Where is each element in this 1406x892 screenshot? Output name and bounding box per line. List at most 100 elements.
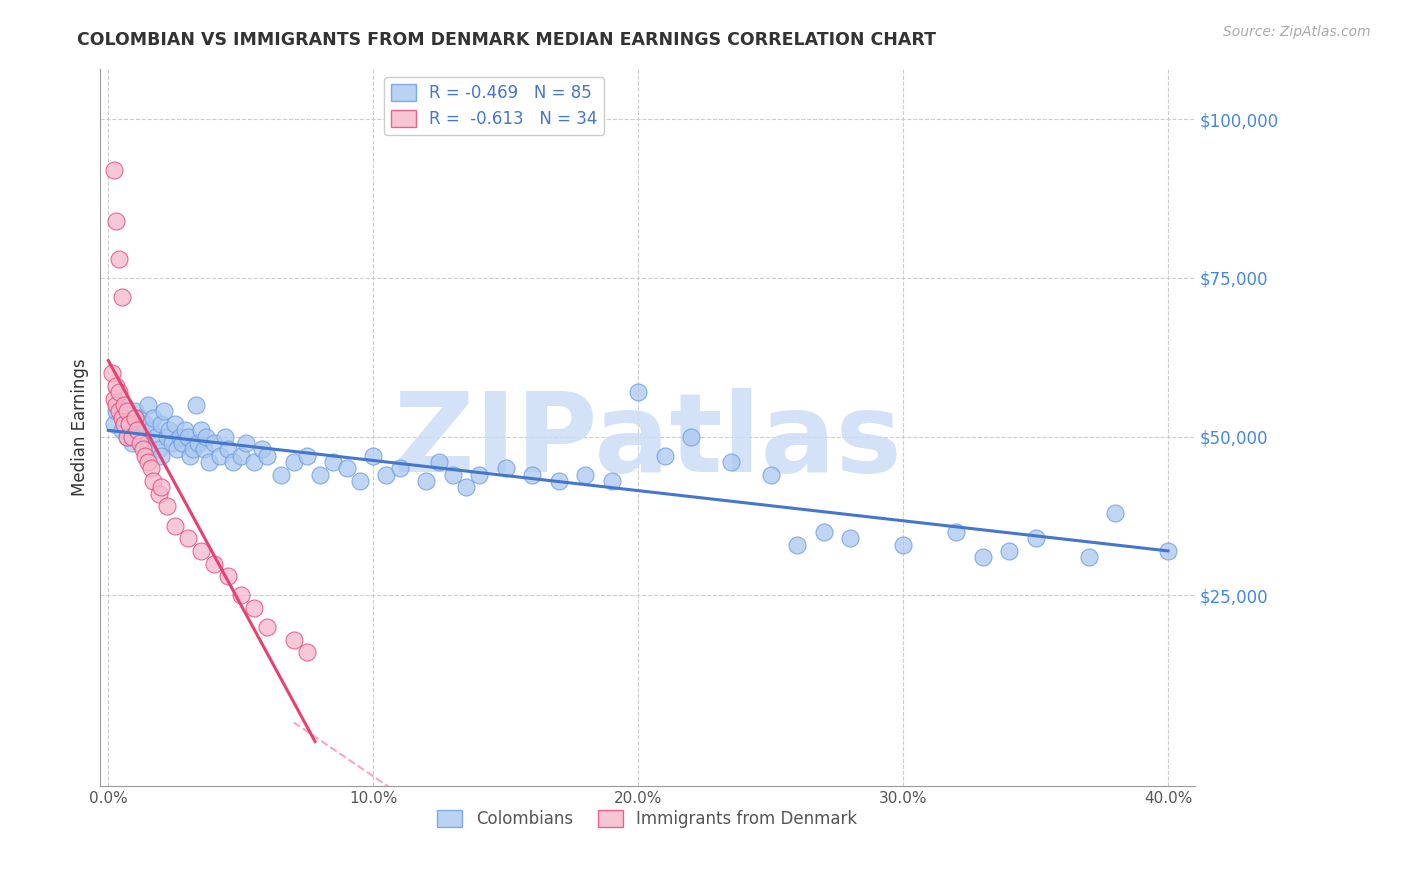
Point	[108, 398, 131, 412]
Point	[195, 430, 218, 444]
Text: COLOMBIAN VS IMMIGRANTS FROM DENMARK MEDIAN EARNINGS CORRELATION CHART: COLOMBIAN VS IMMIGRANTS FROM DENMARK MED…	[77, 31, 936, 49]
Point	[1104, 506, 1126, 520]
Point	[349, 474, 371, 488]
Point	[283, 455, 305, 469]
Point	[172, 436, 194, 450]
Legend: Colombians, Immigrants from Denmark: Colombians, Immigrants from Denmark	[430, 804, 865, 835]
Point	[105, 404, 128, 418]
Y-axis label: Median Earnings: Median Earnings	[72, 359, 89, 496]
Point	[150, 417, 173, 431]
Point	[174, 423, 197, 437]
Point	[112, 410, 135, 425]
Point	[134, 449, 156, 463]
Point	[681, 430, 703, 444]
Point	[129, 436, 152, 450]
Point	[1157, 544, 1180, 558]
Point	[786, 538, 808, 552]
Point	[139, 461, 162, 475]
Point	[150, 480, 173, 494]
Point	[229, 449, 252, 463]
Point	[891, 538, 914, 552]
Point	[136, 455, 159, 469]
Text: Source: ZipAtlas.com: Source: ZipAtlas.com	[1223, 25, 1371, 39]
Point	[235, 436, 257, 450]
Point	[136, 398, 159, 412]
Point	[132, 442, 155, 457]
Point	[163, 518, 186, 533]
Point	[229, 588, 252, 602]
Point	[295, 449, 318, 463]
Point	[243, 601, 266, 615]
Point	[322, 455, 344, 469]
Point	[759, 467, 782, 482]
Point	[574, 467, 596, 482]
Point	[110, 423, 132, 437]
Point	[198, 455, 221, 469]
Point	[142, 410, 165, 425]
Point	[108, 385, 131, 400]
Point	[972, 550, 994, 565]
Point	[468, 467, 491, 482]
Point	[103, 417, 125, 431]
Text: ZIPatlas: ZIPatlas	[394, 388, 901, 495]
Point	[127, 423, 149, 437]
Point	[600, 474, 623, 488]
Point	[103, 163, 125, 178]
Point	[998, 544, 1021, 558]
Point	[105, 379, 128, 393]
Point	[103, 392, 125, 406]
Point	[813, 524, 835, 539]
Point	[124, 404, 146, 418]
Point	[127, 423, 149, 437]
Point	[256, 449, 278, 463]
Point	[187, 436, 209, 450]
Point	[110, 410, 132, 425]
Point	[139, 423, 162, 437]
Point	[1077, 550, 1099, 565]
Point	[202, 436, 225, 450]
Point	[295, 645, 318, 659]
Point	[654, 449, 676, 463]
Point	[108, 404, 131, 418]
Point	[547, 474, 569, 488]
Point	[181, 442, 204, 457]
Point	[190, 423, 212, 437]
Point	[208, 449, 231, 463]
Point	[115, 404, 138, 418]
Point	[375, 467, 398, 482]
Point	[145, 430, 167, 444]
Point	[142, 474, 165, 488]
Point	[429, 455, 451, 469]
Point	[256, 620, 278, 634]
Point	[250, 442, 273, 457]
Point	[202, 557, 225, 571]
Point	[118, 417, 141, 431]
Point	[495, 461, 517, 475]
Point	[150, 449, 173, 463]
Point	[309, 467, 332, 482]
Point	[214, 430, 236, 444]
Point	[1025, 531, 1047, 545]
Point	[101, 366, 124, 380]
Point	[134, 417, 156, 431]
Point	[121, 430, 143, 444]
Point	[108, 252, 131, 266]
Point	[522, 467, 544, 482]
Point	[179, 449, 201, 463]
Point	[217, 569, 239, 583]
Point	[124, 410, 146, 425]
Point	[441, 467, 464, 482]
Point	[105, 398, 128, 412]
Point	[945, 524, 967, 539]
Point	[720, 455, 742, 469]
Point	[190, 544, 212, 558]
Point	[118, 417, 141, 431]
Point	[415, 474, 437, 488]
Point	[148, 442, 170, 457]
Point	[112, 398, 135, 412]
Point	[169, 430, 191, 444]
Point	[222, 455, 245, 469]
Point	[163, 417, 186, 431]
Point	[157, 423, 180, 437]
Point	[217, 442, 239, 457]
